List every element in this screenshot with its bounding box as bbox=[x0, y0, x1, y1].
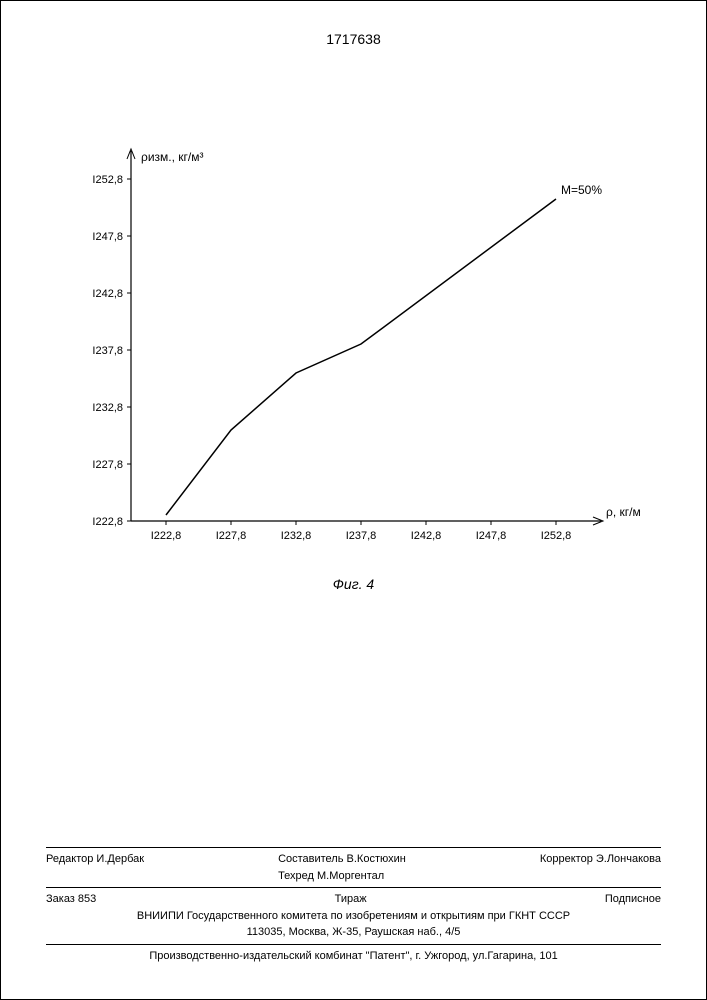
org: ВНИИПИ Государственного комитета по изоб… bbox=[46, 908, 661, 925]
order: 853 bbox=[78, 893, 96, 905]
order-label: Заказ bbox=[46, 893, 75, 905]
y-tick-5: I247,8 bbox=[92, 231, 123, 243]
x-tick-0: I222,8 bbox=[151, 530, 182, 542]
techred-label: Техред bbox=[278, 870, 314, 882]
chart-annotation: М=50% bbox=[561, 183, 602, 197]
corrector: Э.Лончакова bbox=[596, 853, 661, 865]
x-tick-6: I252,8 bbox=[541, 530, 572, 542]
address: 113035, Москва, Ж-35, Раушская наб., 4/5 bbox=[46, 924, 661, 941]
x-axis-label: ρ, кг/м³ bbox=[606, 505, 641, 519]
editor-label: Редактор bbox=[46, 853, 93, 865]
colophon: Редактор И.Дербак Составитель В.Костюхин… bbox=[46, 844, 661, 964]
chart-line bbox=[166, 199, 556, 515]
y-tick-4: I242,8 bbox=[92, 288, 123, 300]
x-tick-5: I247,8 bbox=[476, 530, 507, 542]
y-axis-label: ρизм., кг/м³ bbox=[141, 150, 204, 164]
x-tick-3: I237,8 bbox=[346, 530, 377, 542]
corrector-label: Корректор bbox=[540, 853, 593, 865]
figure-label: Фиг. 4 bbox=[1, 576, 706, 592]
techred: М.Моргентал bbox=[317, 870, 384, 882]
document-number: 1717638 bbox=[1, 31, 706, 47]
y-tick-6: I252,8 bbox=[92, 174, 123, 186]
y-tick-0: I222,8 bbox=[92, 516, 123, 528]
run-label: Тираж bbox=[335, 891, 367, 908]
y-tick-1: I227,8 bbox=[92, 459, 123, 471]
x-tick-2: I232,8 bbox=[281, 530, 312, 542]
compiler-label: Составитель bbox=[278, 853, 343, 865]
x-tick-1: I227,8 bbox=[216, 530, 247, 542]
editor: И.Дербак bbox=[96, 853, 144, 865]
x-tick-4: I242,8 bbox=[411, 530, 442, 542]
chart: I222,8 I227,8 I232,8 I237,8 I242,8 I247,… bbox=[61, 121, 641, 571]
subscription: Подписное bbox=[605, 891, 661, 908]
x-ticks: I222,8 I227,8 I232,8 I237,8 I242,8 I247,… bbox=[151, 521, 572, 542]
y-tick-2: I232,8 bbox=[92, 402, 123, 414]
printer: Производственно-издательский комбинат "П… bbox=[46, 948, 661, 965]
y-tick-3: I237,8 bbox=[92, 345, 123, 357]
y-ticks: I222,8 I227,8 I232,8 I237,8 I242,8 I247,… bbox=[92, 174, 131, 528]
compiler: В.Костюхин bbox=[347, 853, 406, 865]
